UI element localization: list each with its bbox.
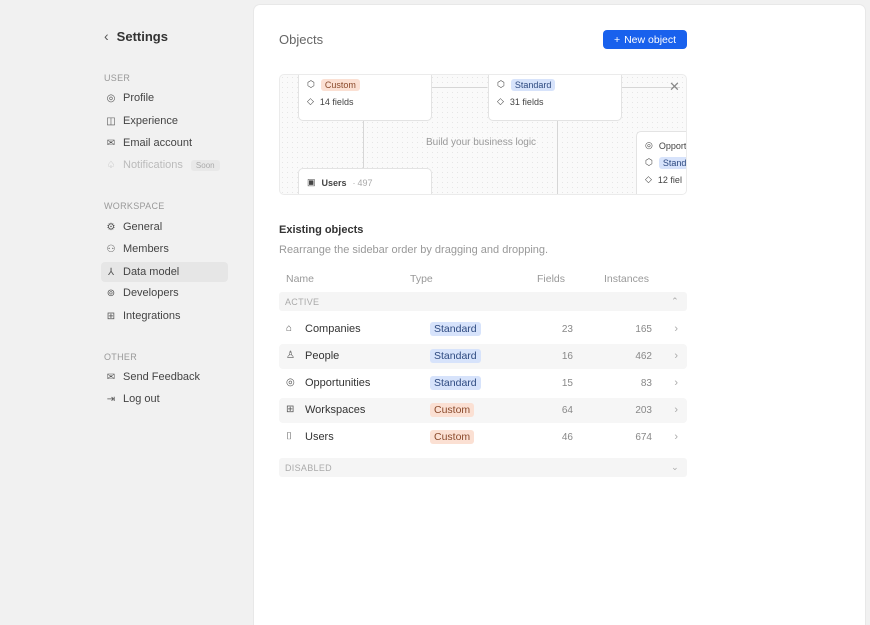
diagram-card: ◎Opportu ⬡Stand ◇12 fiel <box>636 131 686 194</box>
section-label: WORKSPACE <box>104 201 165 211</box>
sidebar-item-notifications: ♤ Notifications Soon <box>101 155 228 175</box>
table-row[interactable]: ⌷ Users Custom 46 674 › <box>279 425 687 450</box>
object-name: Opportunities <box>305 377 371 389</box>
person-icon: ♙ <box>286 350 295 361</box>
column-header-type: Type <box>410 273 433 285</box>
close-icon[interactable]: ✕ <box>669 79 680 94</box>
user-circle-icon: ◎ <box>106 92 116 104</box>
apps-icon: ⊞ <box>106 310 116 322</box>
apps-icon: ⊞ <box>286 404 295 415</box>
instances-count: 674 <box>635 432 652 443</box>
table-icon: ▣ <box>307 177 316 187</box>
gear-icon: ⚙ <box>106 221 116 233</box>
sidebar-item-experience[interactable]: ◫ Experience <box>106 115 179 127</box>
chevron-right-icon[interactable]: › <box>674 377 678 389</box>
tag-icon: ◇ <box>307 96 314 106</box>
sidebar-item-log-out[interactable]: ⇥ Log out <box>106 393 160 405</box>
sidebar-item-general[interactable]: ⚙ General <box>106 221 163 233</box>
instances-count: 203 <box>635 405 652 416</box>
mail-icon: ✉ <box>106 371 116 383</box>
page-title: Objects <box>279 32 324 47</box>
experience-icon: ◫ <box>106 115 116 127</box>
data-model-banner: ⬡ Custom ◇ 14 fields ⬡ Standard ◇ 31 fields … <box>279 74 687 195</box>
instances-count: 165 <box>635 324 652 335</box>
plus-icon: + <box>613 33 621 46</box>
chevron-right-icon[interactable]: › <box>674 350 678 362</box>
table-row[interactable]: ⌂ Companies Standard 23 165 › <box>279 317 687 342</box>
disabled-group-header[interactable]: DISABLED ⌄ <box>279 458 687 477</box>
type-badge: Custom <box>430 430 475 444</box>
mouse-icon: ⌷ <box>286 431 292 442</box>
tag-icon: ◇ <box>645 174 652 184</box>
object-name: Users <box>305 431 334 443</box>
sidebar-item-data-model[interactable]: ⅄ Data model <box>101 262 228 282</box>
tag-icon: ◇ <box>497 96 504 106</box>
target-icon: ◎ <box>286 377 295 388</box>
fields-count: 46 <box>561 432 573 443</box>
target-icon: ◎ <box>645 140 653 150</box>
diagram-card: ⬡ Standard ◇ 31 fields <box>488 75 622 121</box>
chevron-right-icon[interactable]: › <box>674 323 678 335</box>
object-name: People <box>305 350 340 362</box>
logout-icon: ⇥ <box>106 393 116 405</box>
table-row[interactable]: ⊞ Workspaces Custom 64 203 › <box>279 398 687 423</box>
chevron-left-icon: ‹ <box>104 28 109 44</box>
cube-icon: ⬡ <box>307 79 315 89</box>
cube-icon: ⬡ <box>497 79 505 89</box>
section-label: USER <box>104 73 131 83</box>
robot-icon: ⊚ <box>106 287 116 299</box>
type-badge: Standard <box>430 376 481 390</box>
column-header-name: Name <box>286 273 315 285</box>
banner-text: Build your business logic <box>426 137 537 148</box>
fields-count: 64 <box>561 405 573 416</box>
new-object-button[interactable]: + New object <box>603 30 687 49</box>
chevron-right-icon[interactable]: › <box>674 404 678 416</box>
sidebar-item-profile[interactable]: ◎ Profile <box>106 92 155 104</box>
instances-count: 462 <box>635 351 652 362</box>
column-header-fields: Fields <box>537 273 566 285</box>
hierarchy-icon: ⅄ <box>107 266 115 278</box>
sidebar-item-send-feedback[interactable]: ✉ Send Feedback <box>106 371 201 383</box>
bell-icon: ♤ <box>106 159 116 171</box>
main-panel: Objects + New object ⬡ Custom ◇ 14 fields ⬡… <box>254 5 865 625</box>
cube-icon: ⬡ <box>645 157 653 167</box>
type-badge: Standard <box>430 322 481 336</box>
section-title: Existing objects <box>279 224 364 236</box>
users-icon: ⚇ <box>106 243 116 255</box>
chevron-down-icon: ⌄ <box>671 462 679 472</box>
column-header-instances: Instances <box>604 273 649 285</box>
table-row[interactable]: ◎ Opportunities Standard 15 83 › <box>279 371 687 396</box>
object-name: Workspaces <box>305 404 366 416</box>
building-icon: ⌂ <box>286 323 293 334</box>
type-badge: Standard <box>430 349 481 363</box>
object-name: Companies <box>305 323 361 335</box>
chevron-right-icon[interactable]: › <box>674 431 678 443</box>
section-label: OTHER <box>104 352 137 362</box>
fields-count: 16 <box>561 351 573 362</box>
diagram-card: ▣ Users · 497 <box>298 168 432 194</box>
diagram-card: ⬡ Custom ◇ 14 fields <box>298 75 432 121</box>
section-subtitle: Rearrange the sidebar order by dragging … <box>279 244 549 256</box>
fields-count: 15 <box>561 378 573 389</box>
active-group-header[interactable]: ACTIVE ⌃ <box>279 292 687 311</box>
sidebar-item-developers[interactable]: ⊚ Developers <box>106 287 179 299</box>
chevron-up-icon: ⌃ <box>671 296 679 306</box>
soon-badge: Soon <box>190 159 220 171</box>
sidebar-item-members[interactable]: ⚇ Members <box>106 243 169 255</box>
table-row[interactable]: ♙ People Standard 16 462 › <box>279 344 687 369</box>
instances-count: 83 <box>640 378 652 389</box>
back-button[interactable]: ‹ Settings <box>104 28 168 44</box>
settings-sidebar: ‹ Settings USER ◎ Profile ◫ Experience ✉ Ema… <box>0 0 254 617</box>
fields-count: 23 <box>561 324 573 335</box>
sidebar-item-integrations[interactable]: ⊞ Integrations <box>106 310 181 322</box>
mail-icon: ✉ <box>106 137 116 149</box>
type-badge: Custom <box>430 403 475 417</box>
sidebar-item-email-account[interactable]: ✉ Email account <box>106 137 193 149</box>
